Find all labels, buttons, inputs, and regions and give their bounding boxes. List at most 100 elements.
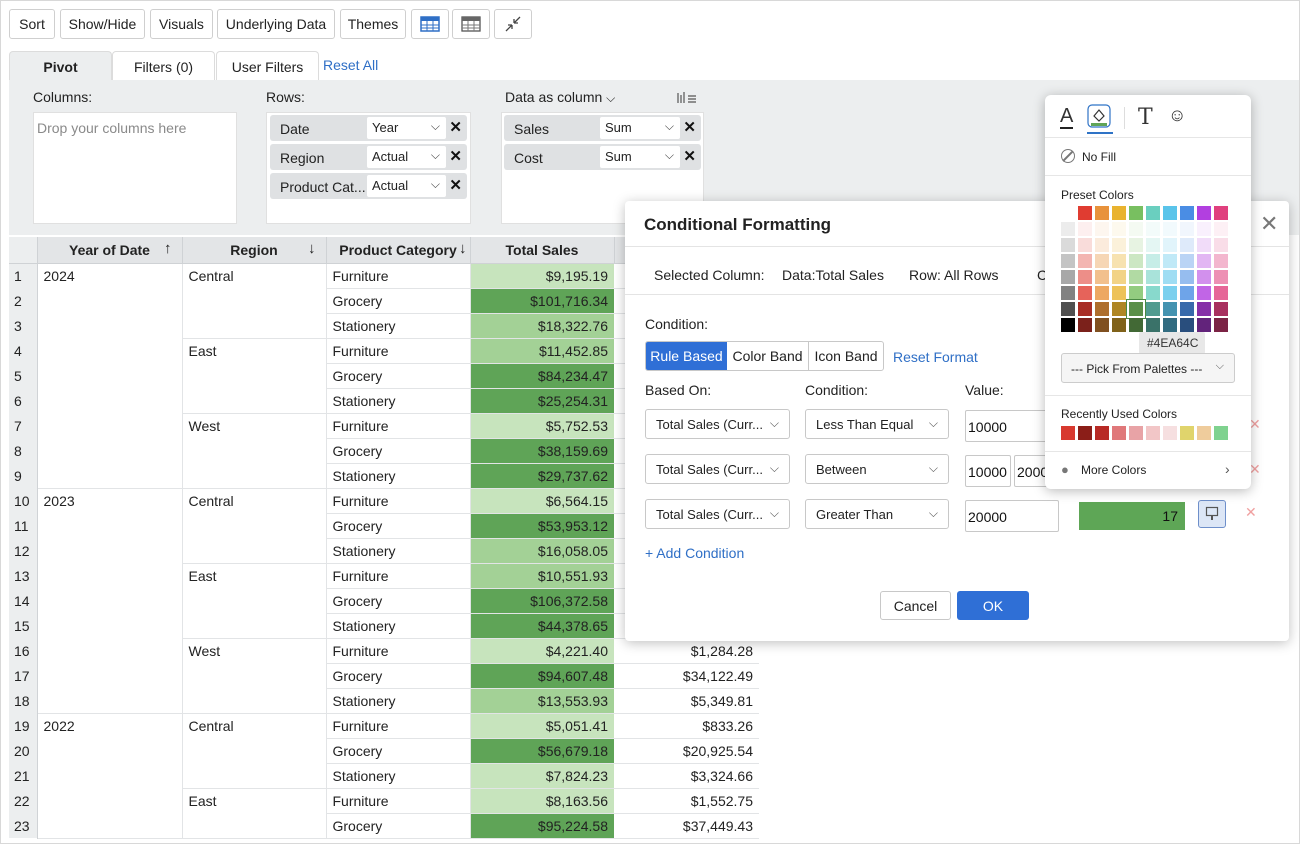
rows-drop-zone[interactable]: Date Year ⌵ ✕ Region Actual ⌵ ✕ Product Ca…	[266, 112, 471, 224]
summary-view-button[interactable]	[452, 9, 490, 39]
color-swatch[interactable]	[1095, 206, 1109, 220]
mode-color-band[interactable]: Color Band	[727, 342, 809, 370]
color-swatch[interactable]	[1078, 286, 1092, 300]
row-number[interactable]: 21	[9, 763, 38, 788]
color-swatch[interactable]	[1197, 302, 1211, 316]
row-number[interactable]: 14	[9, 588, 38, 613]
color-swatch[interactable]	[1146, 318, 1160, 332]
fill-color-tab[interactable]	[1087, 104, 1113, 134]
total-sales-cell[interactable]: $95,224.58	[470, 813, 614, 839]
region-cell[interactable]	[182, 463, 327, 489]
chevron-right-icon[interactable]: ›	[1225, 461, 1230, 477]
region-cell[interactable]: Central	[182, 713, 327, 738]
color-swatch[interactable]	[1146, 286, 1160, 300]
color-swatch[interactable]	[1078, 318, 1092, 332]
category-cell[interactable]: Stationery	[326, 388, 471, 414]
value-input[interactable]: 20000	[965, 500, 1059, 532]
sort-button[interactable]: Sort	[9, 9, 55, 39]
region-cell[interactable]: West	[182, 638, 327, 663]
row-number[interactable]: 13	[9, 563, 38, 588]
ok-button[interactable]: OK	[957, 591, 1029, 620]
chip-aggregate-select[interactable]: Year ⌵	[367, 117, 446, 139]
delete-rule-icon[interactable]: ✕	[1245, 504, 1257, 520]
region-cell[interactable]: East	[182, 788, 327, 813]
color-swatch[interactable]	[1112, 286, 1126, 300]
color-swatch[interactable]	[1061, 222, 1075, 236]
sort-descending-icon[interactable]: ↓	[459, 240, 467, 257]
tab-pivot[interactable]: Pivot	[9, 51, 112, 81]
row-number[interactable]: 22	[9, 788, 38, 813]
row-number[interactable]: 18	[9, 688, 38, 713]
category-cell[interactable]: Furniture	[326, 713, 471, 739]
category-cell[interactable]: Furniture	[326, 638, 471, 664]
region-cell[interactable]: Central	[182, 263, 327, 288]
color-swatch[interactable]	[1180, 318, 1194, 332]
color-swatch[interactable]	[1112, 270, 1126, 284]
year-cell[interactable]	[37, 588, 183, 613]
category-cell[interactable]: Grocery	[326, 363, 471, 389]
recent-color-swatch[interactable]	[1163, 426, 1177, 440]
cost-cell[interactable]: $37,449.43	[614, 813, 759, 839]
region-cell[interactable]	[182, 688, 327, 714]
color-swatch[interactable]	[1061, 286, 1075, 300]
color-swatch[interactable]	[1197, 286, 1211, 300]
format-preview[interactable]: 17	[1079, 502, 1185, 530]
year-cell[interactable]	[37, 563, 183, 588]
category-cell[interactable]: Furniture	[326, 338, 471, 364]
year-cell[interactable]	[37, 688, 183, 714]
color-swatch[interactable]	[1078, 270, 1092, 284]
region-cell[interactable]	[182, 538, 327, 564]
color-swatch[interactable]	[1197, 318, 1211, 332]
row-number[interactable]: 6	[9, 388, 38, 413]
year-cell[interactable]	[37, 813, 183, 839]
color-swatch[interactable]	[1180, 270, 1194, 284]
total-sales-cell[interactable]: $18,322.76	[470, 313, 614, 339]
total-sales-cell[interactable]: $44,378.65	[470, 613, 614, 639]
condition-select[interactable]: Less Than Equal ⌵	[805, 409, 949, 439]
category-cell[interactable]: Grocery	[326, 513, 471, 539]
tab-user-filters[interactable]: User Filters	[216, 51, 319, 81]
color-swatch[interactable]	[1095, 238, 1109, 252]
total-sales-cell[interactable]: $16,058.05	[470, 538, 614, 564]
total-sales-cell[interactable]: $5,051.41	[470, 713, 614, 739]
header-region[interactable]: Region ↓	[182, 237, 327, 264]
category-cell[interactable]: Stationery	[326, 538, 471, 564]
row-number[interactable]: 8	[9, 438, 38, 463]
show-hide-button[interactable]: Show/Hide	[60, 9, 145, 39]
region-cell[interactable]: West	[182, 413, 327, 438]
color-swatch[interactable]	[1163, 222, 1177, 236]
reset-all-link[interactable]: Reset All	[323, 57, 379, 73]
color-swatch[interactable]	[1163, 318, 1177, 332]
region-cell[interactable]	[182, 513, 327, 538]
total-sales-cell[interactable]: $7,824.23	[470, 763, 614, 789]
sort-descending-icon[interactable]: ↓	[308, 240, 316, 257]
category-cell[interactable]: Furniture	[326, 413, 471, 439]
color-swatch[interactable]	[1146, 270, 1160, 284]
year-cell[interactable]	[37, 463, 183, 489]
year-cell[interactable]: 2022	[37, 713, 183, 738]
row-number[interactable]: 2	[9, 288, 38, 313]
color-swatch[interactable]	[1061, 254, 1075, 268]
condition-select[interactable]: Greater Than ⌵	[805, 499, 949, 529]
data-drop-zone[interactable]: Sales Sum ⌵ ✕ Cost Sum ⌵ ✕	[501, 112, 704, 224]
color-swatch[interactable]	[1214, 302, 1228, 316]
year-cell[interactable]	[37, 388, 183, 413]
total-sales-cell[interactable]: $101,716.34	[470, 288, 614, 314]
color-swatch[interactable]	[1095, 286, 1109, 300]
total-sales-cell[interactable]: $4,221.40	[470, 638, 614, 664]
format-style-button[interactable]	[1198, 500, 1226, 528]
year-cell[interactable]	[37, 638, 183, 663]
based-on-select[interactable]: Total Sales (Curr... ⌵	[645, 409, 790, 439]
table-view-button[interactable]	[411, 9, 449, 39]
year-cell[interactable]	[37, 513, 183, 538]
delete-rule-icon[interactable]: ✕	[1249, 461, 1261, 477]
row-number[interactable]: 15	[9, 613, 38, 638]
region-cell[interactable]	[182, 363, 327, 388]
region-cell[interactable]	[182, 613, 327, 639]
chip-aggregate-select[interactable]: Sum ⌵	[600, 117, 680, 139]
color-swatch[interactable]	[1146, 302, 1160, 316]
cost-cell[interactable]: $3,324.66	[614, 763, 759, 789]
cost-cell[interactable]: $1,284.28	[614, 638, 759, 664]
more-colors-option[interactable]: More Colors	[1081, 463, 1147, 477]
color-swatch[interactable]	[1214, 318, 1228, 332]
